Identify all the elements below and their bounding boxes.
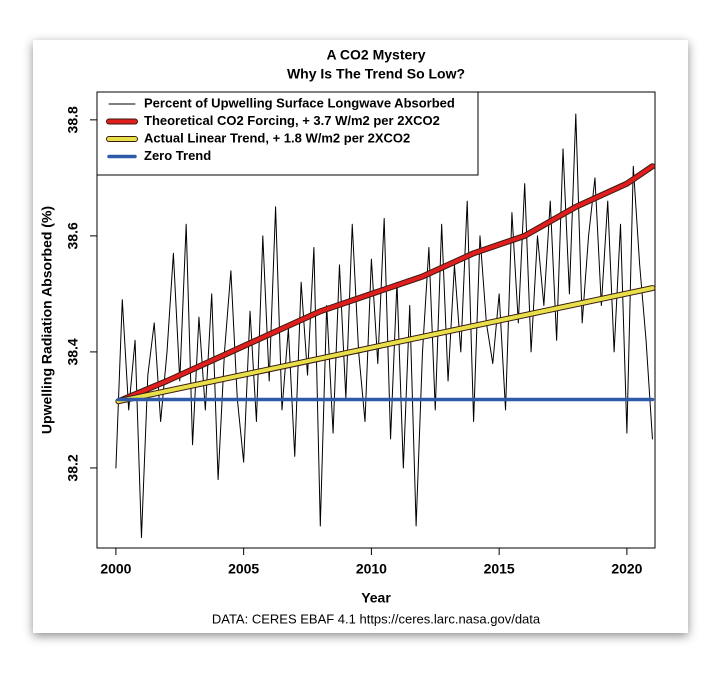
legend: Percent of Upwelling Surface Longwave Ab… — [96, 91, 479, 176]
y-tick-label: 38.8 — [65, 106, 81, 133]
x-tick-label: 2020 — [611, 561, 642, 577]
legend-label: Zero Trend — [144, 148, 211, 163]
x-tick-label: 2005 — [228, 561, 259, 577]
chart-subtitle: Why Is The Trend So Low? — [287, 66, 465, 82]
x-tick-label: 2000 — [100, 561, 131, 577]
y-tick-label: 38.4 — [65, 338, 81, 365]
x-tick-label: 2015 — [484, 561, 515, 577]
chart-title: A CO2 Mystery — [326, 47, 425, 63]
caption: DATA: CERES EBAF 4.1 https://ceres.larc.… — [212, 611, 541, 626]
x-tick-label: 2010 — [356, 561, 387, 577]
x-axis-label: Year — [361, 590, 391, 606]
legend-box — [96, 91, 479, 176]
y-axis-label: Upwelling Radiation Absorbed (%) — [39, 206, 55, 434]
series-line — [116, 286, 655, 404]
y-tick-label: 38.2 — [65, 454, 81, 481]
y-tick-label: 38.6 — [65, 222, 81, 249]
series-line — [115, 113, 653, 539]
legend-label: Theoretical CO2 Forcing, + 3.7 W/m2 per … — [144, 113, 440, 128]
legend-label: Percent of Upwelling Surface Longwave Ab… — [144, 95, 455, 110]
series-line — [116, 164, 655, 404]
legend-label: Actual Linear Trend, + 1.8 W/m2 per 2XCO… — [144, 130, 410, 145]
